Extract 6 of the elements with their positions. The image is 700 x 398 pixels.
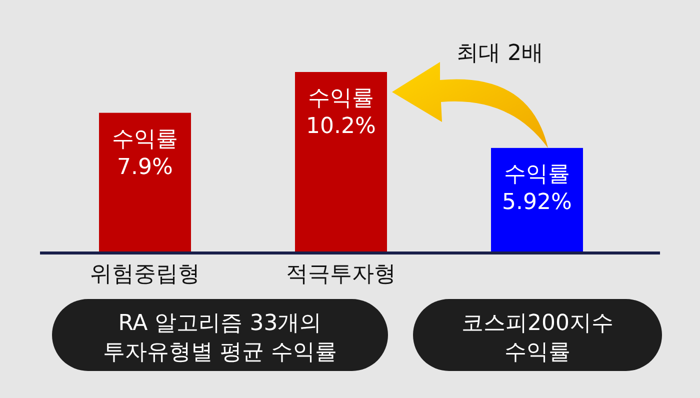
data-label: 수익률 5.92% <box>502 162 572 215</box>
data-label: 수익률 10.2% <box>306 86 376 139</box>
x-tick-label: 적극투자형 <box>286 262 396 287</box>
data-label: 수익률 7.9% <box>112 126 178 180</box>
x-tick-label: 위험중립형 <box>90 262 200 287</box>
text: 최대 2배 <box>456 41 544 66</box>
